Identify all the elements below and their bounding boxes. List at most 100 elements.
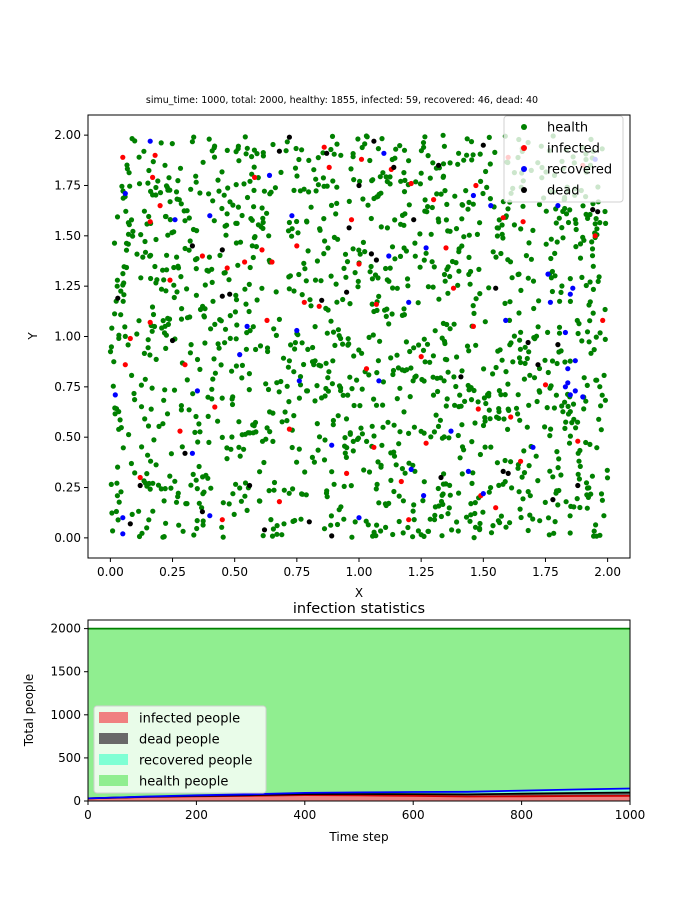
health-point	[392, 217, 398, 223]
health-point	[340, 341, 346, 347]
health-point	[441, 271, 448, 278]
health-point	[604, 467, 610, 473]
recovered-point	[423, 245, 429, 251]
health-point	[594, 226, 600, 232]
health-point	[349, 386, 355, 392]
health-point	[453, 383, 459, 390]
health-point	[292, 346, 298, 352]
health-point	[263, 381, 269, 387]
health-point	[230, 394, 236, 400]
health-point	[226, 277, 232, 283]
health-point	[430, 160, 436, 166]
health-point	[551, 530, 557, 536]
dead-point	[306, 519, 312, 525]
area-x-label: Time step	[328, 830, 388, 844]
health-point	[145, 345, 151, 351]
health-point	[475, 399, 481, 405]
health-point	[429, 204, 435, 211]
health-point	[345, 336, 351, 342]
health-point	[294, 218, 300, 225]
infected-point	[373, 301, 379, 307]
recovered-point	[189, 450, 195, 456]
health-point	[120, 271, 126, 277]
dead-point	[555, 342, 561, 348]
health-point	[584, 485, 591, 491]
health-point	[442, 278, 448, 284]
health-point	[322, 437, 328, 443]
health-point	[501, 416, 507, 422]
health-point	[380, 424, 386, 430]
health-point	[268, 517, 274, 523]
health-point	[281, 521, 287, 527]
recovered-point	[329, 442, 335, 448]
health-point	[347, 301, 353, 307]
health-point	[335, 413, 341, 419]
health-point	[599, 392, 605, 398]
health-point	[549, 288, 556, 295]
infected-point	[147, 219, 153, 225]
health-point	[417, 181, 423, 187]
health-point	[472, 420, 478, 426]
health-point	[314, 258, 320, 264]
health-point	[469, 439, 475, 445]
health-point	[195, 439, 201, 445]
health-point	[321, 457, 328, 463]
health-point	[519, 474, 525, 480]
health-point	[271, 479, 278, 486]
health-point	[166, 316, 173, 322]
health-point	[160, 421, 166, 427]
health-point	[328, 146, 334, 153]
health-point	[274, 380, 280, 386]
health-point	[574, 317, 580, 324]
legend-dead-label: dead	[547, 184, 579, 199]
health-point	[521, 470, 528, 476]
health-point	[465, 206, 471, 212]
area-title: infection statistics	[293, 601, 425, 617]
health-point	[270, 438, 276, 444]
health-point	[583, 211, 589, 217]
health-point	[139, 530, 145, 536]
health-point	[132, 138, 138, 144]
health-point	[474, 231, 480, 237]
health-point	[236, 444, 242, 450]
x-tick-label: 0.25	[159, 565, 186, 579]
health-point	[138, 404, 145, 410]
health-point	[243, 151, 249, 157]
health-point	[406, 158, 412, 164]
health-point	[190, 226, 197, 233]
health-point	[534, 398, 540, 405]
health-point	[584, 492, 590, 498]
health-point	[455, 282, 461, 288]
health-point	[388, 355, 394, 361]
health-point	[421, 257, 427, 263]
health-point	[581, 375, 587, 381]
health-point	[393, 146, 399, 152]
health-point	[294, 459, 300, 465]
health-point	[334, 200, 340, 206]
health-point	[194, 518, 200, 524]
health-point	[342, 435, 348, 441]
area-lines	[87, 627, 631, 800]
health-point	[233, 182, 239, 188]
health-point	[585, 215, 591, 221]
legend-dead-people-swatch	[99, 733, 128, 744]
health-point	[486, 407, 492, 413]
health-point	[368, 263, 374, 270]
health-point	[472, 500, 478, 506]
health-point	[237, 485, 243, 491]
y-tick-label: 2000	[50, 622, 81, 636]
health-point	[307, 297, 313, 303]
health-point	[218, 362, 224, 368]
health-point	[430, 353, 436, 359]
health-point	[556, 330, 563, 336]
health-point	[292, 340, 298, 346]
health-point	[526, 349, 532, 355]
health-point	[323, 385, 329, 392]
recovered-point	[207, 513, 213, 519]
health-point	[352, 270, 358, 276]
infected-point	[520, 219, 526, 225]
health-point	[313, 188, 319, 194]
legend-recovered-people-swatch	[99, 754, 128, 765]
health-point	[265, 386, 272, 393]
health-point	[273, 289, 279, 295]
